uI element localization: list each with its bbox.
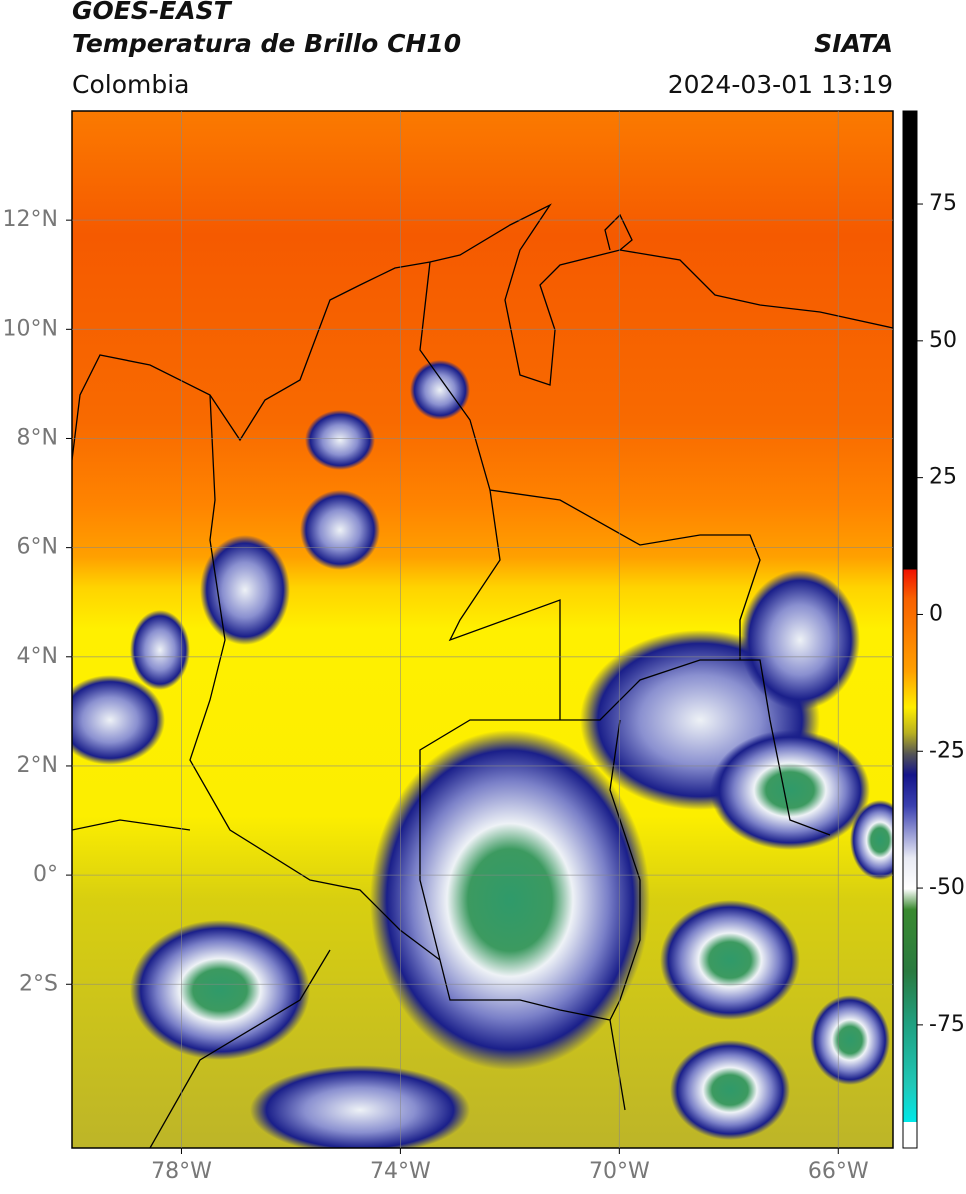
colorbar-tick-label: 50 <box>929 328 957 353</box>
y-tick-label: 8°N <box>17 425 58 450</box>
datetime: 2024-03-01 13:19 <box>668 70 893 99</box>
source: SIATA <box>814 29 893 58</box>
x-tick-label: 70°W <box>589 1159 650 1184</box>
x-tick-label: 66°W <box>808 1159 869 1184</box>
y-tick-label: 0° <box>33 862 58 887</box>
y-tick-label: 4°N <box>17 644 58 669</box>
colorbar-tick-label: 25 <box>929 465 957 490</box>
colorbar-tick-label: 0 <box>929 601 943 626</box>
colorbar <box>902 110 918 1149</box>
y-tick-label: 10°N <box>3 316 58 341</box>
clouds <box>72 360 893 1148</box>
x-tick-label: 78°W <box>151 1159 212 1184</box>
title: GOES-EAST <box>72 0 233 25</box>
y-tick-label: 6°N <box>17 535 58 560</box>
y-tick-label: 12°N <box>3 207 58 232</box>
colorbar-tick-label: -75 <box>929 1012 965 1037</box>
y-tick-label: 2°N <box>17 753 58 778</box>
map-frame <box>71 110 894 1149</box>
subtitle: Temperatura de Brillo CH10 <box>72 29 461 58</box>
colorbar-tick-label: -25 <box>929 738 965 763</box>
colorbar-tick-label: -50 <box>929 875 965 900</box>
x-tick-label: 74°W <box>370 1159 431 1184</box>
boundaries <box>72 203 893 1148</box>
region: Colombia <box>72 70 189 99</box>
colorbar-tick-label: 75 <box>929 191 957 216</box>
y-tick-label: 2°S <box>19 971 58 996</box>
map-image <box>72 111 893 1148</box>
